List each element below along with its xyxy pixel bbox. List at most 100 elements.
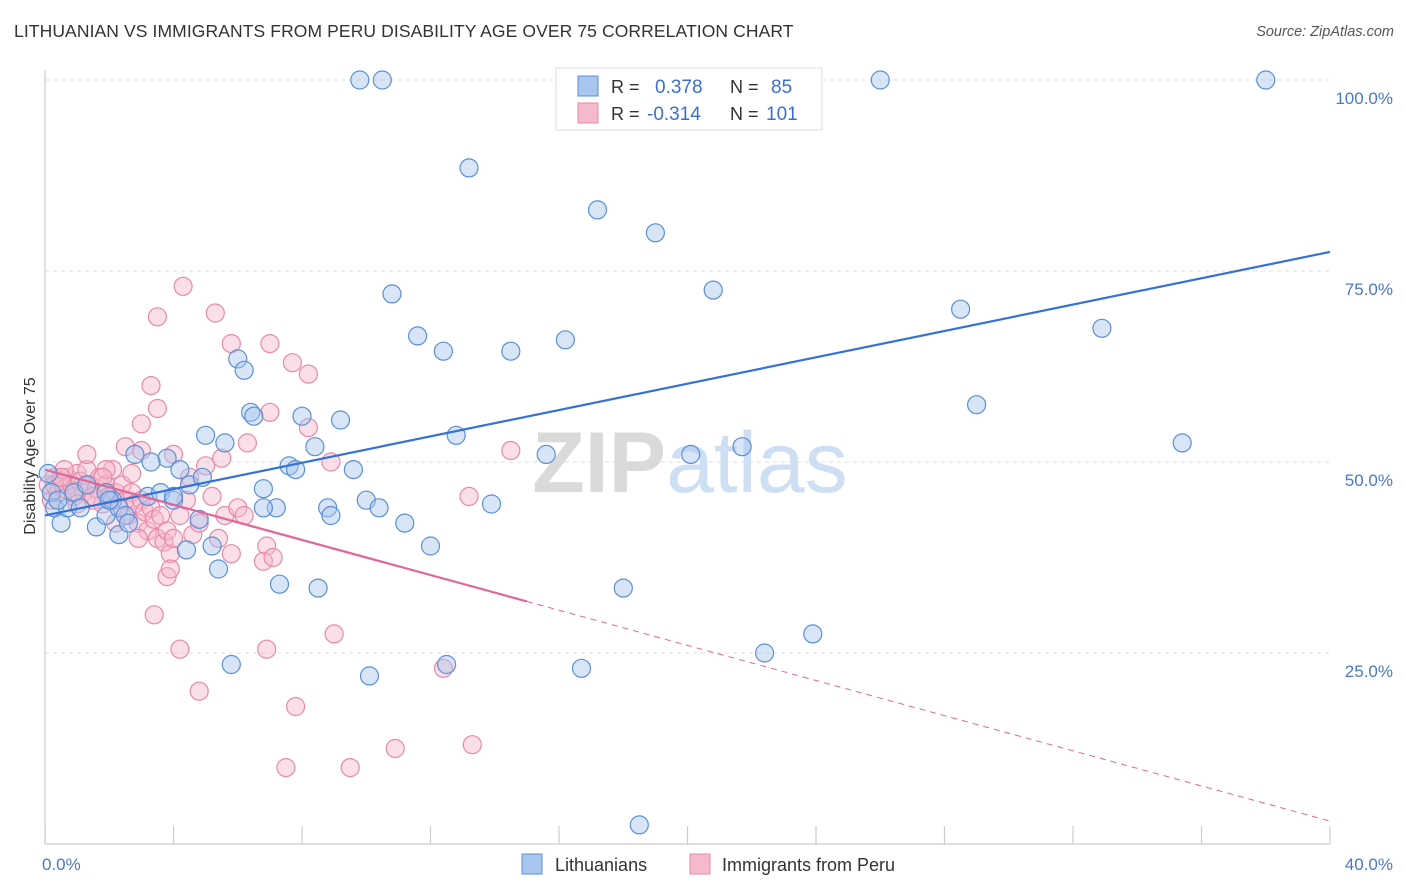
- data-point: [754, 643, 775, 663]
- data-point: [276, 757, 296, 778]
- data-point: [234, 360, 254, 380]
- data-point: [481, 494, 502, 514]
- data-point: [282, 353, 302, 373]
- legend-r-label-2: R =: [611, 104, 640, 124]
- data-point: [173, 276, 193, 296]
- data-point: [154, 532, 174, 552]
- data-point: [115, 437, 135, 457]
- data-point: [205, 303, 225, 323]
- data-point: [433, 658, 453, 678]
- data-point: [1256, 70, 1276, 90]
- data-point: [803, 624, 823, 644]
- legend-r-value-2: -0.314: [647, 104, 701, 125]
- data-point: [118, 513, 139, 533]
- data-point: [587, 200, 608, 220]
- data-point: [157, 448, 177, 468]
- data-point: [41, 483, 62, 503]
- data-point: [966, 395, 987, 415]
- legend-box: [555, 67, 823, 131]
- data-point: [459, 158, 479, 178]
- data-point: [138, 521, 158, 541]
- y-tick-label: 25.0%: [1345, 662, 1393, 681]
- data-point: [437, 654, 457, 675]
- data-point: [215, 433, 235, 453]
- data-point: [244, 406, 264, 426]
- data-point: [157, 521, 177, 541]
- data-point: [286, 696, 306, 717]
- data-point: [228, 498, 248, 518]
- y-tick-label: 100.0%: [1335, 89, 1393, 108]
- data-point: [253, 498, 273, 518]
- y-axis-title: Disability Age Over 75: [22, 377, 39, 535]
- data-point: [257, 536, 277, 556]
- data-point: [645, 223, 666, 243]
- data-point: [77, 444, 97, 464]
- data-point: [395, 513, 415, 533]
- y-tick-labels: 100.0% 75.0% 50.0% 25.0%: [1335, 89, 1393, 681]
- peru-trend-extension: [526, 600, 1331, 822]
- data-point: [208, 528, 229, 549]
- data-point: [48, 490, 68, 510]
- data-point: [732, 437, 752, 457]
- data-point: [308, 578, 328, 598]
- data-point: [202, 486, 222, 506]
- series-legend: Lithuanians Immigrants from Peru: [521, 853, 895, 875]
- data-point: [555, 330, 576, 350]
- data-point: [382, 284, 402, 304]
- data-point: [321, 505, 341, 526]
- data-point: [122, 463, 142, 484]
- data-point: [292, 406, 312, 426]
- data-point: [202, 536, 222, 556]
- data-point: [109, 498, 129, 518]
- data-point: [298, 418, 318, 438]
- peru-points: [38, 276, 521, 778]
- data-point: [221, 544, 241, 564]
- data-point: [38, 463, 58, 484]
- legend-r-label-1: R =: [611, 77, 640, 97]
- data-point: [253, 479, 273, 499]
- data-point: [629, 815, 649, 835]
- data-point: [102, 460, 123, 480]
- x-tick-labels: 0.0% 40.0%: [42, 826, 1393, 874]
- data-point: [237, 433, 257, 453]
- data-point: [170, 639, 190, 659]
- x-tick-label: 0.0%: [42, 855, 81, 874]
- data-point: [870, 70, 890, 90]
- data-point: [459, 486, 479, 506]
- data-point: [141, 452, 161, 472]
- data-point: [462, 735, 482, 755]
- legend-n-label-2: N =: [730, 104, 759, 124]
- data-point: [703, 280, 723, 300]
- data-point: [681, 444, 701, 464]
- legend-n-label-1: N =: [730, 77, 759, 97]
- legend-n-value-1: 85: [771, 77, 792, 98]
- trend-lines: [44, 250, 1331, 822]
- lithuanian-points: [38, 70, 1276, 835]
- series-label-lithuanians: Lithuanians: [555, 855, 647, 875]
- data-point: [260, 402, 280, 422]
- data-point: [340, 757, 360, 778]
- data-point: [96, 460, 116, 480]
- data-point: [163, 528, 184, 549]
- data-point: [176, 540, 196, 560]
- data-point: [350, 70, 370, 90]
- data-point: [141, 376, 161, 396]
- watermark-zip: ZIP: [532, 415, 666, 511]
- data-point: [369, 498, 389, 518]
- data-point: [221, 654, 241, 675]
- data-point: [228, 349, 248, 369]
- data-point: [147, 398, 167, 419]
- data-point: [501, 341, 521, 361]
- lithuanian-trend-line: [44, 250, 1331, 517]
- data-point: [160, 559, 180, 579]
- x-tick-label: 40.0%: [1345, 855, 1393, 874]
- legend-swatch-blue: [577, 75, 599, 97]
- data-point: [385, 738, 405, 759]
- watermark-atlas: atlas: [666, 415, 848, 511]
- data-point: [1172, 433, 1192, 453]
- series-swatch-lithuanians: [521, 853, 543, 875]
- data-point: [269, 574, 290, 594]
- data-point: [147, 307, 167, 327]
- data-point: [372, 70, 392, 90]
